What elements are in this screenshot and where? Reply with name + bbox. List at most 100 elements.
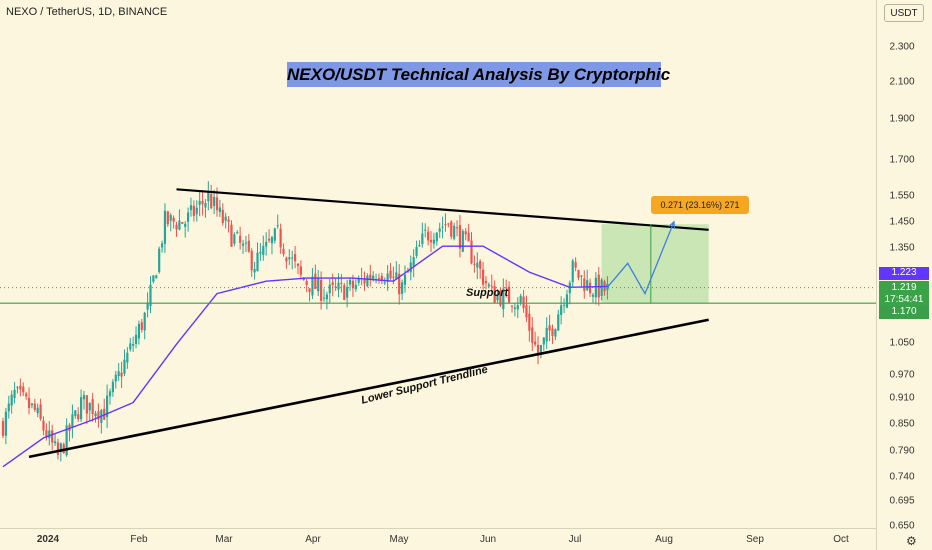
candle-body	[94, 413, 97, 417]
candle-body	[152, 275, 155, 282]
candle-body	[406, 271, 409, 273]
candle-body	[213, 196, 216, 206]
candle-body	[103, 408, 106, 420]
candle-body	[554, 329, 557, 337]
candle-body	[146, 302, 149, 310]
candle-body	[583, 278, 586, 291]
time-tick-label: Aug	[655, 534, 673, 545]
candle-body	[348, 279, 352, 285]
ma-value-badge: 1.223	[879, 267, 929, 280]
currency-selector[interactable]: USDT	[884, 4, 924, 22]
candle-body	[490, 285, 493, 287]
candle-body	[25, 393, 28, 397]
candle-body	[322, 297, 326, 299]
candle-body	[16, 387, 19, 389]
chart-title: NEXO/USDT Technical Analysis By Cryptorp…	[287, 62, 670, 87]
candle-body	[88, 402, 91, 411]
candle-body	[39, 404, 42, 419]
candle-body	[282, 248, 285, 255]
candle-body	[13, 389, 16, 399]
candle-body	[33, 403, 36, 410]
candle-body	[320, 279, 323, 301]
candle-body	[186, 212, 190, 222]
candle-body	[481, 269, 485, 285]
price-tick-label: 0.695	[889, 495, 915, 507]
candle-body	[464, 231, 467, 235]
candle-body	[108, 391, 112, 397]
candle-body	[415, 246, 418, 256]
candle-body	[528, 313, 531, 331]
candle-body	[392, 276, 395, 278]
candle-body	[276, 225, 279, 227]
candle-body	[441, 226, 444, 228]
candle-body	[111, 381, 114, 393]
gear-icon[interactable]: ⚙	[906, 534, 917, 548]
candle-body	[59, 443, 62, 453]
candle-body	[427, 231, 430, 241]
candle-body	[479, 261, 482, 269]
candle-body	[389, 270, 392, 279]
candle-body	[45, 430, 48, 438]
candle-body	[253, 268, 256, 273]
candle-body	[143, 312, 146, 331]
candle-body	[577, 269, 580, 278]
candle-body	[588, 282, 592, 294]
candle-body	[224, 216, 227, 221]
candle-body	[308, 288, 311, 292]
candle-body	[444, 224, 447, 226]
time-tick-label: Jul	[568, 534, 582, 545]
candle-body	[114, 374, 117, 382]
candle-body	[418, 245, 421, 247]
candle-body	[42, 420, 45, 431]
current-price-badge: 1.219 17:54:41	[879, 281, 929, 308]
candle-body	[461, 231, 464, 252]
candle-body	[455, 227, 459, 229]
candle-body	[195, 207, 198, 215]
candle-body	[421, 233, 424, 245]
candle-body	[178, 220, 181, 230]
candle-body	[233, 234, 236, 244]
target-zone	[601, 224, 709, 304]
candle-body	[36, 407, 39, 414]
candle-body	[386, 273, 389, 282]
candle-body	[48, 430, 51, 439]
candle-body	[201, 200, 204, 205]
candle-body	[473, 264, 476, 266]
candle-body	[409, 262, 412, 273]
candle-body	[366, 275, 369, 287]
candle-body	[351, 280, 355, 289]
support-label: Support	[466, 287, 509, 299]
candle-body	[291, 257, 294, 259]
price-tick-label: 0.790	[889, 445, 915, 457]
candle-body	[453, 225, 456, 239]
candle-body	[273, 228, 276, 241]
candle-body	[120, 372, 123, 377]
candle-body	[580, 275, 583, 277]
candle-body	[296, 263, 300, 266]
candle-body	[545, 327, 548, 342]
candle-body	[505, 287, 508, 289]
candle-body	[548, 325, 551, 331]
candle-body	[285, 257, 288, 262]
time-axis-divider	[0, 528, 876, 529]
candle-body	[542, 337, 545, 345]
projection-path	[606, 221, 675, 296]
candle-body	[215, 197, 219, 211]
candle-body	[363, 277, 366, 284]
candle-body	[247, 240, 250, 252]
candle-body	[155, 275, 158, 279]
candle-body	[470, 240, 473, 264]
candle-body	[531, 327, 534, 343]
candle-body	[53, 441, 57, 444]
candle-body	[487, 284, 490, 287]
time-tick-label: Apr	[305, 534, 321, 545]
candle-body	[140, 322, 143, 330]
candle-body	[74, 410, 77, 417]
candle-body	[551, 328, 554, 336]
price-tick-label: 2.300	[889, 41, 915, 53]
time-tick-label: Oct	[833, 534, 849, 545]
candle-body	[450, 221, 453, 237]
candle-body	[239, 235, 242, 243]
